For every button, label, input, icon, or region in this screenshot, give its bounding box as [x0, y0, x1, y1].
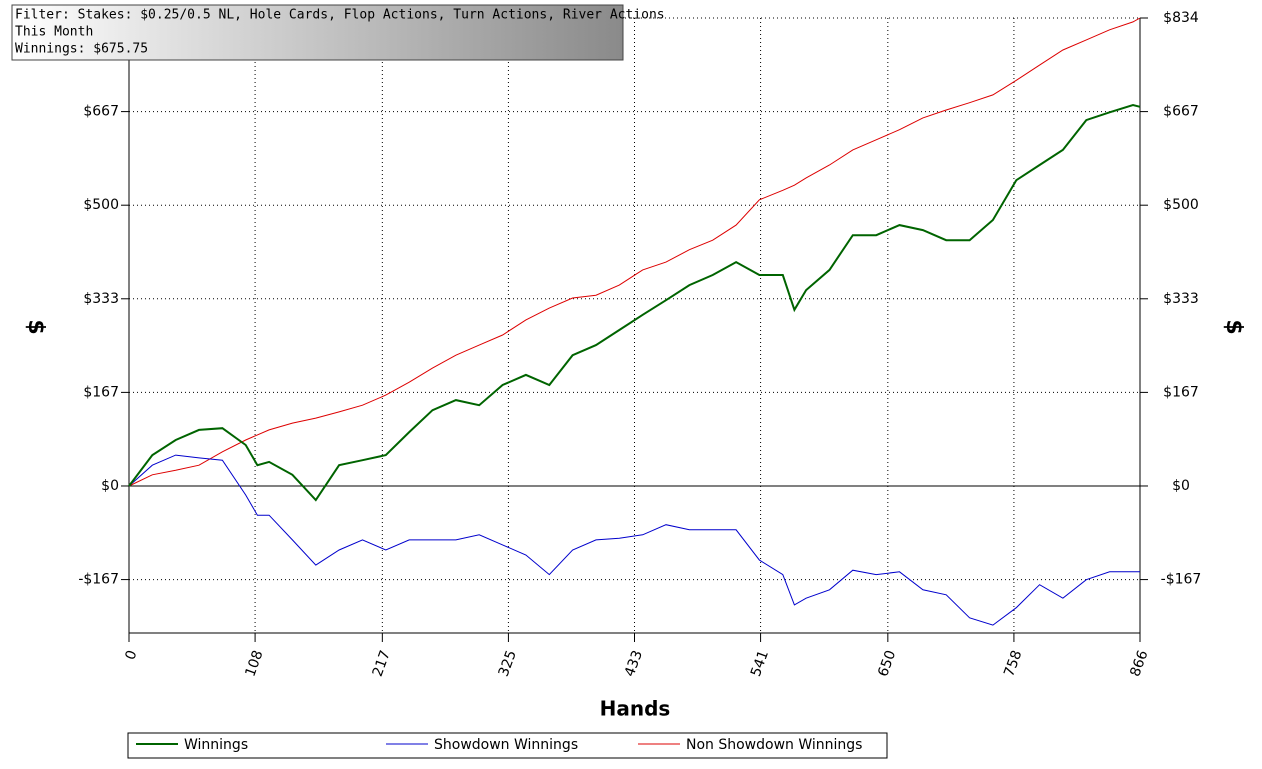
filter-box [11, 4, 624, 61]
legend-label: Showdown Winnings [434, 737, 578, 753]
y2-tick-label: $333 [1163, 291, 1199, 307]
x-tick-label: 217 [370, 648, 394, 679]
y-tick-label: -$167 [78, 572, 119, 588]
y-tick-label: $667 [83, 104, 119, 120]
x-tick-label: 866 [1127, 648, 1151, 679]
y2-tick-label: -$167 [1161, 572, 1202, 588]
y2-tick-label: $167 [1163, 384, 1199, 400]
y-tick-label: $333 [83, 291, 119, 307]
x-tick-label: 0 [122, 648, 140, 662]
y-axis-title: $ [23, 319, 48, 334]
y2-tick-label: $500 [1163, 197, 1199, 213]
y2-axis-title: $ [1221, 319, 1246, 334]
y2-tick-label: $0 [1172, 478, 1190, 494]
annotation: Filter: Stakes: $0.25/0.5 NL, Hole Cards… [15, 8, 665, 23]
series-line [128, 17, 1141, 487]
x-tick-label: 650 [875, 648, 899, 679]
series-line [128, 103, 1141, 502]
series-line [128, 454, 1140, 626]
y-tick-label: $167 [83, 384, 119, 400]
y2-tick-label: $834 [1163, 10, 1199, 26]
legend [127, 732, 888, 759]
x-tick-label: 541 [748, 648, 772, 679]
legend-label: Winnings [184, 737, 248, 753]
y-tick-label: $0 [101, 478, 119, 494]
annotation: Winnings: $675.75 [15, 42, 148, 57]
x-tick-label: 325 [496, 648, 520, 679]
x-tick-label: 433 [622, 648, 646, 679]
legend-label: Non Showdown Winnings [686, 737, 862, 753]
y-tick-label: $500 [83, 197, 119, 213]
x-axis-title: Hands [600, 697, 671, 721]
x-tick-label: 108 [242, 648, 266, 679]
annotation: This Month [15, 25, 93, 40]
x-tick-label: 758 [1001, 648, 1025, 679]
y2-tick-label: $667 [1163, 104, 1199, 120]
